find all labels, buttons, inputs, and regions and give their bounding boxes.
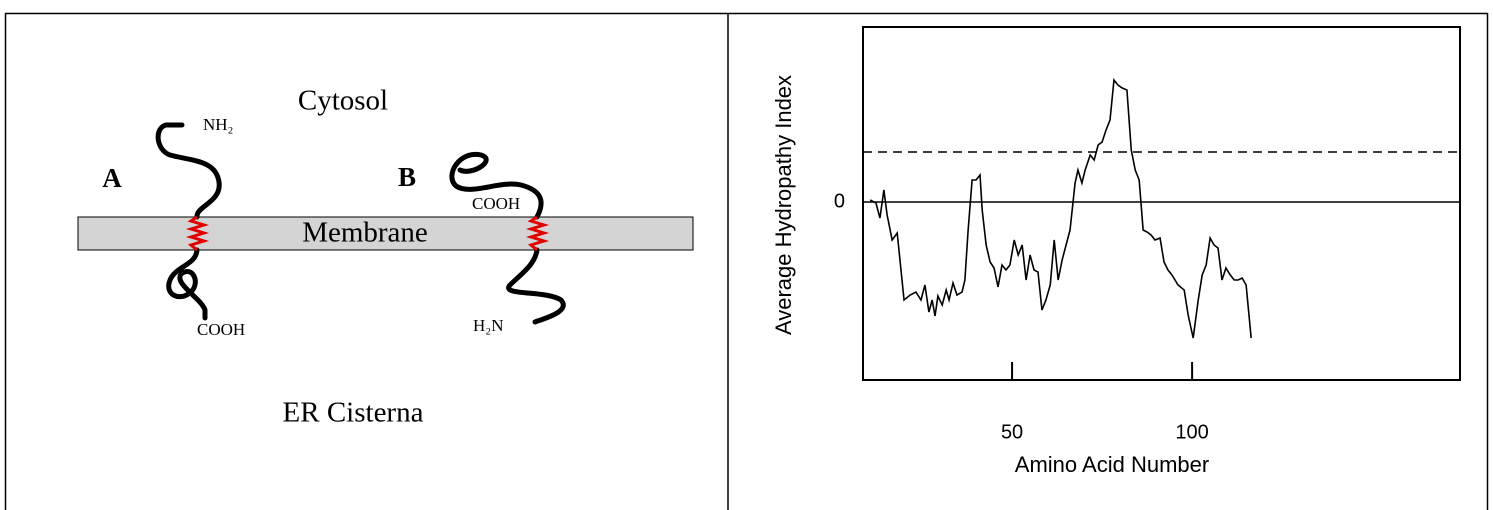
protein-a-bottom: [169, 250, 205, 318]
protein-b-bottom: [509, 250, 564, 322]
y-axis-label: Average Hydropathy Index: [771, 75, 796, 335]
cooh-a-label: COOH: [197, 320, 245, 339]
cytosol-label: Cytosol: [298, 85, 388, 117]
membrane-label: Membrane: [302, 217, 428, 249]
cooh-b-label: COOH: [472, 194, 520, 213]
label-a: A: [102, 163, 122, 193]
h2n-label: H₂N: [473, 316, 503, 335]
label-b: B: [398, 162, 416, 192]
x-tick-label: 50: [1001, 421, 1023, 443]
diagram: Cytosol A B NH₂ Membrane COOH COOH H₂N E…: [78, 85, 693, 429]
hydropathy-line: [870, 80, 1251, 338]
nh2-label: NH₂: [203, 115, 233, 134]
frame: [6, 14, 1488, 510]
y-tick-label: 0: [834, 190, 845, 212]
x-axis-label: Amino Acid Number: [1015, 452, 1209, 477]
er-label: ER Cisterna: [283, 397, 424, 429]
plot-frame: [863, 27, 1460, 380]
protein-a-top: [158, 125, 219, 217]
x-tick-label: 100: [1175, 421, 1208, 443]
figure: Cytosol A B NH₂ Membrane COOH COOH H₂N E…: [0, 0, 1493, 510]
